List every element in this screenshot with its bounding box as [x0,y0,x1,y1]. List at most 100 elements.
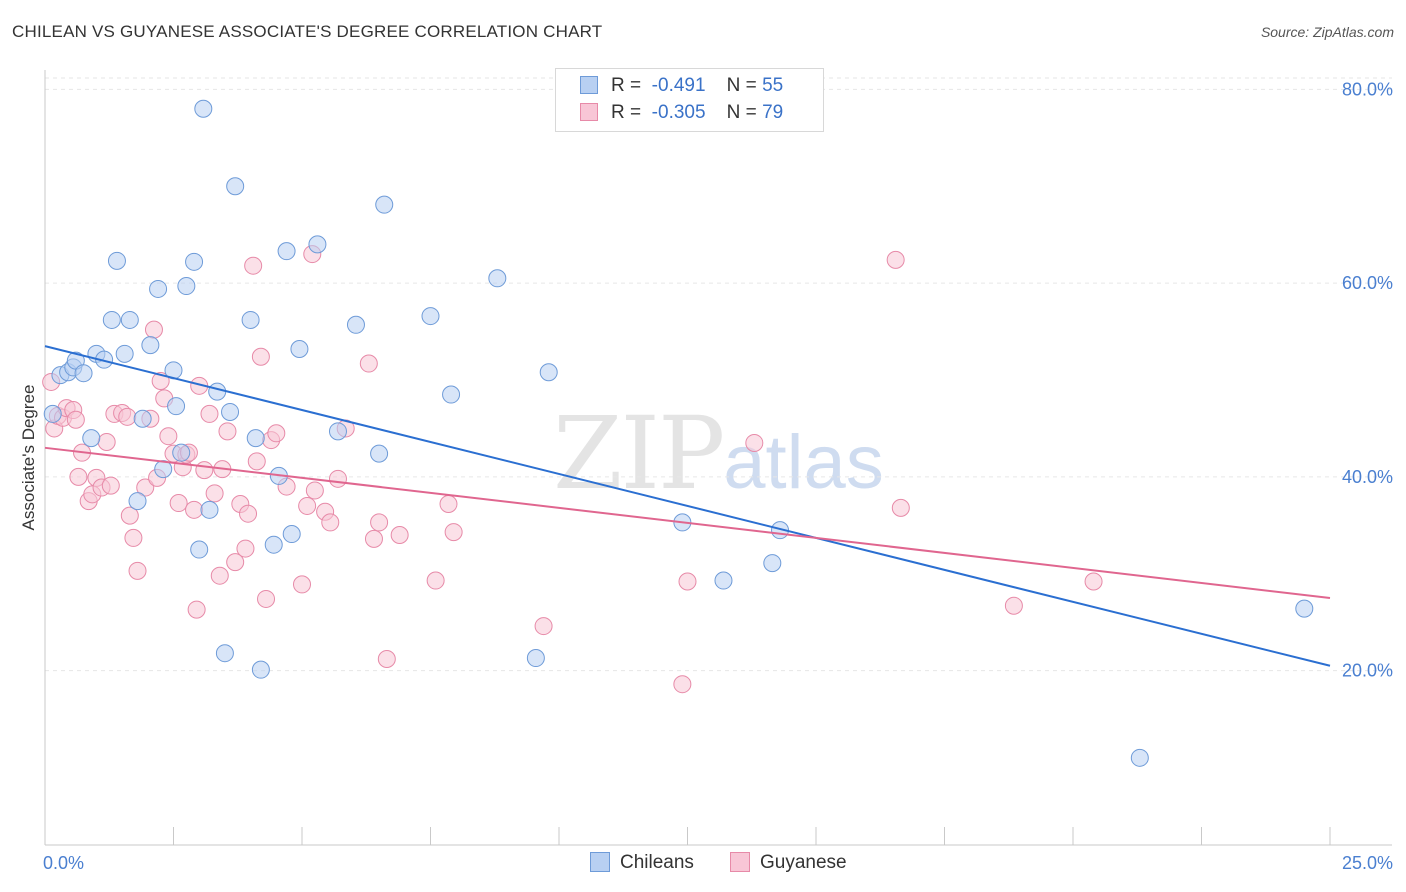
guyanese-point [267,424,286,443]
watermark-atlas: atlas [723,420,884,505]
chileans-point [82,429,101,448]
y-tick-label: 40.0% [1342,467,1393,487]
chileans-point [1295,599,1314,618]
x-tick-label-min: 0.0% [43,853,84,873]
guyanese-point [69,467,88,486]
guyanese-point [144,320,163,339]
watermark-zip: ZIP [553,395,725,512]
chileans-point [1130,748,1149,767]
chileans-point [102,310,121,329]
guyanese-point [200,404,219,423]
guyanese-point [370,513,389,532]
axis-labels: 20.0% 40.0% 60.0% 80.0% 0.0% 25.0% Associate's… [19,79,1393,873]
guyanese-point [298,496,317,515]
chileans-point [107,251,126,270]
chileans-point [251,660,270,679]
guyanese-point [118,407,137,426]
guyanese-point [673,675,692,694]
chileans-point [246,429,265,448]
guyanese-point [444,523,463,542]
legend-n-value: 55 [762,75,784,96]
chileans-point [375,195,394,214]
chileans-point [167,397,186,416]
chileans-point [264,535,283,554]
guyanese-point [205,484,224,503]
chileans-point [74,364,93,383]
y-tick-label: 60.0% [1342,273,1393,293]
legend-r-value: -0.305 [651,102,706,123]
y-tick-label: 80.0% [1342,79,1393,99]
series-guyanese-points [42,245,1103,694]
chart-source: Source: ZipAtlas.com [1260,24,1394,40]
correlation-legend: R = -0.491 N = 55 R = -0.305 N = 79 [555,68,824,132]
chileans-point [133,409,152,428]
chileans-point [185,252,204,271]
axes [44,70,1392,846]
chileans-point [421,307,440,326]
guyanese-point [1084,572,1103,591]
chileans-point [241,310,260,329]
guyanese-swatch [580,103,598,121]
guyanese-point [236,539,255,558]
x-tick-label-max: 25.0% [1342,853,1393,873]
guyanese-point [218,422,237,441]
guyanese-point [891,498,910,517]
legend-item-chileans: Chileans [590,852,694,874]
chileans-point [539,363,558,382]
chileans-point [277,242,296,261]
guyanese-point [124,528,143,547]
chileans-point [328,422,347,441]
legend-r-label: R = [611,75,642,96]
chileans-point [714,571,733,590]
guyanese-point [195,461,214,480]
guyanese-point [187,600,206,619]
chileans-point [172,443,191,462]
chileans-point [346,315,365,334]
legend-r-value: -0.491 [651,75,706,96]
chileans-point [120,310,139,329]
legend-row-guyanese: R = -0.305 N = 79 [580,102,783,128]
chileans-point [290,340,309,358]
watermark: ZIPatlas [553,395,884,512]
chart-title: CHILEAN VS GUYANESE ASSOCIATE'S DEGREE C… [12,22,603,41]
trend-lines [44,345,1331,667]
chileans-point [208,382,227,401]
guyanese-legend-swatch [730,852,750,872]
chileans-point [177,277,196,296]
legend-n-value: 79 [762,102,784,123]
guyanese-point [886,250,905,269]
guyanese-point [257,589,276,608]
chileans-point [149,279,168,298]
guyanese-point [97,433,116,451]
chileans-point [370,444,389,463]
chileans-point [190,540,209,559]
chileans-trend-line [44,345,1331,667]
guyanese-point [364,529,383,548]
guyanese-trend-line [44,446,1331,599]
guyanese-point [247,452,266,471]
legend-label-guyanese: Guyanese [760,852,847,873]
series-legend: Chileans Guyanese [0,852,1406,876]
legend-item-guyanese: Guyanese [730,852,847,874]
chileans-point [128,492,147,511]
guyanese-point [239,504,258,523]
guyanese-point [1004,596,1023,615]
guyanese-point [426,571,445,590]
guyanese-point [534,617,553,636]
guyanese-point [293,575,311,594]
guyanese-point [390,526,409,544]
chileans-point [763,554,782,573]
chileans-point [115,344,134,363]
legend-row-chileans: R = -0.491 N = 55 [580,75,783,101]
chileans-point [194,99,213,118]
chileans-point [282,525,301,544]
guyanese-point [745,433,764,452]
chileans-point [226,177,245,196]
guyanese-point [321,513,340,532]
chileans-swatch [580,76,598,94]
guyanese-point [251,347,270,366]
guyanese-point [210,566,229,585]
legend-label-chileans: Chileans [620,852,694,873]
guyanese-point [66,410,85,429]
